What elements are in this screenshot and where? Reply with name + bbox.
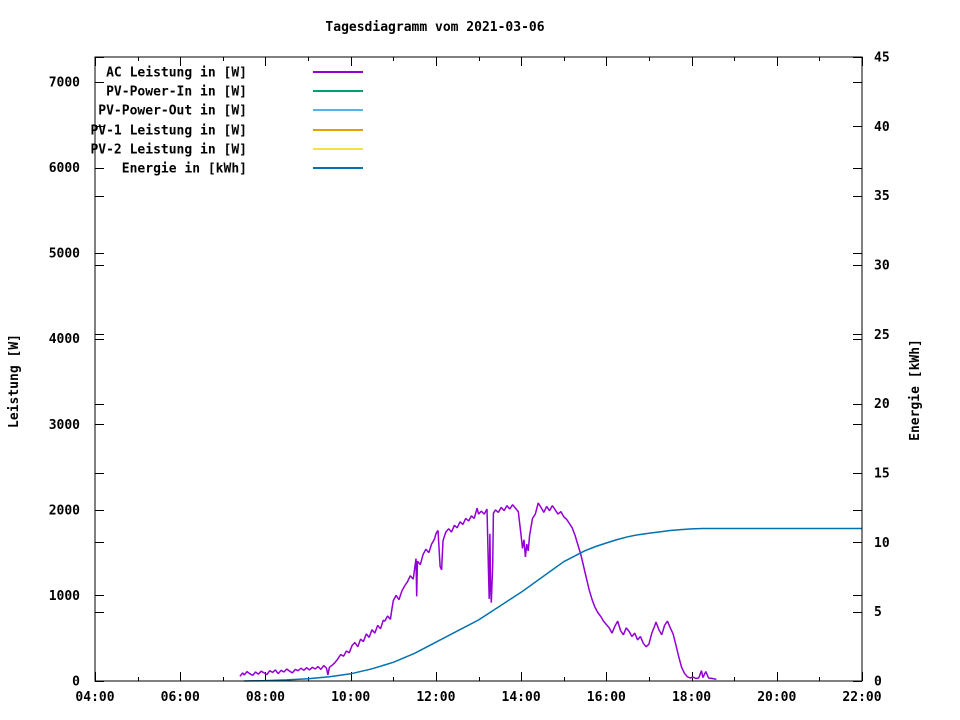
chart-title: Tagesdiagramm vom 2021-03-06 xyxy=(325,20,544,35)
x-tick-label: 22:00 xyxy=(842,690,881,705)
y2-tick-label: 5 xyxy=(874,605,882,620)
legend-label: AC Leistung in [W] xyxy=(106,66,247,81)
y2-tick-label: 40 xyxy=(874,120,890,135)
y2-tick-label: 20 xyxy=(874,397,890,412)
y2-tick-label: 15 xyxy=(874,467,890,482)
legend-label: PV-2 Leistung in [W] xyxy=(90,143,247,158)
legend-label: PV-Power-Out in [W] xyxy=(98,104,247,119)
y1-tick-label: 5000 xyxy=(49,247,80,262)
legend-label: PV-Power-In in [W] xyxy=(106,85,247,100)
y2-tick-label: 10 xyxy=(874,536,890,551)
y1-tick-label: 3000 xyxy=(49,418,80,433)
x-tick-label: 16:00 xyxy=(587,690,626,705)
y2-tick-label: 0 xyxy=(874,675,882,690)
x-tick-label: 12:00 xyxy=(416,690,455,705)
legend-label: PV-1 Leistung in [W] xyxy=(90,124,247,139)
y1-tick-label: 2000 xyxy=(49,503,80,518)
y1-tick-label: 1000 xyxy=(49,589,80,604)
x-tick-label: 04:00 xyxy=(75,690,114,705)
y1-tick-label: 7000 xyxy=(49,76,80,91)
x-tick-label: 18:00 xyxy=(672,690,711,705)
x-tick-label: 06:00 xyxy=(161,690,200,705)
y1-tick-label: 6000 xyxy=(49,161,80,176)
y2-tick-label: 30 xyxy=(874,259,890,274)
x-tick-label: 08:00 xyxy=(246,690,285,705)
y1-tick-label: 0 xyxy=(72,675,80,690)
legend-label: Energie in [kWh] xyxy=(122,162,247,177)
y2-tick-label: 35 xyxy=(874,189,890,204)
x-tick-label: 20:00 xyxy=(757,690,796,705)
series-line-energie-in-kwh xyxy=(244,527,862,682)
x-tick-label: 10:00 xyxy=(331,690,370,705)
x-tick-label: 14:00 xyxy=(502,690,541,705)
y-axis-label: Leistung [W] xyxy=(7,334,22,428)
y2-tick-label: 25 xyxy=(874,328,890,343)
y2-tick-label: 45 xyxy=(874,51,890,66)
y1-tick-label: 4000 xyxy=(49,332,80,347)
plot-border xyxy=(94,56,863,682)
y2-axis-label: Energie [kWh] xyxy=(908,339,923,441)
series-line-ac-leistung-in-w xyxy=(239,502,717,681)
